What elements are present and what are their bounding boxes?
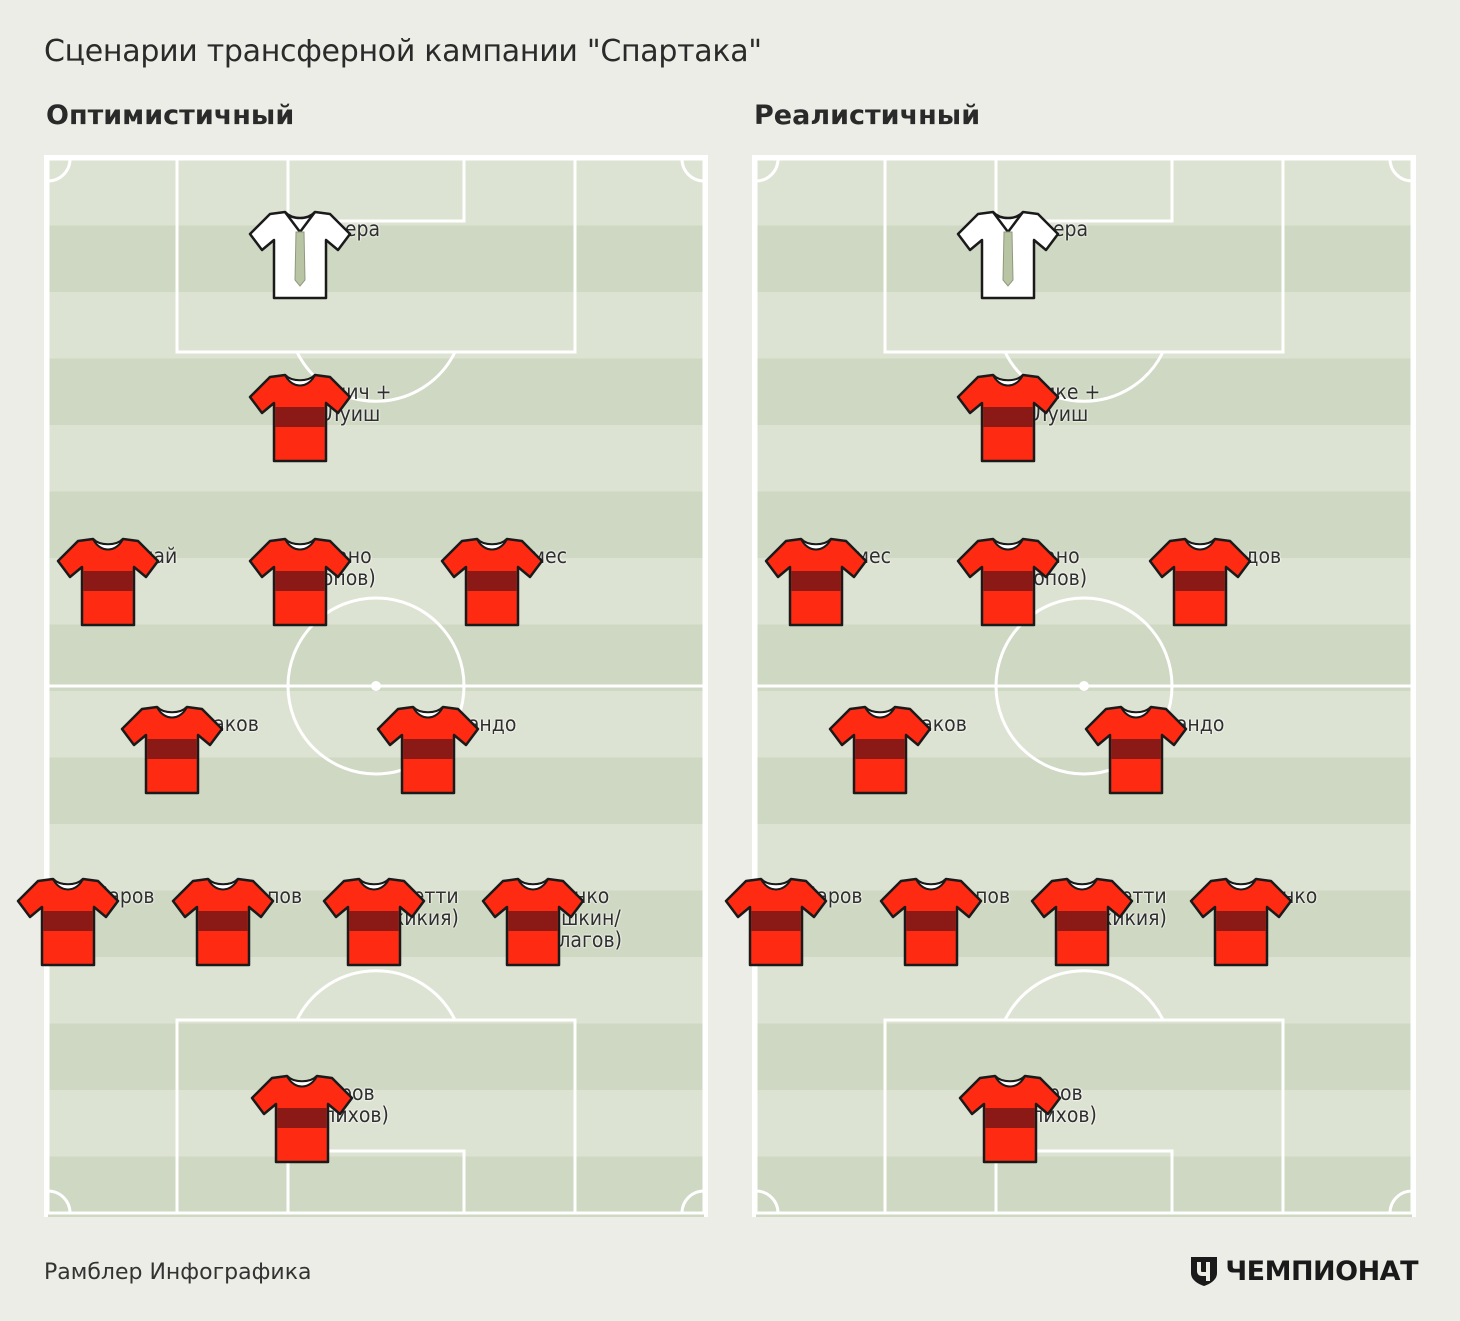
pitch-field-realistic bbox=[752, 155, 1416, 1217]
brand-name: ЧЕМПИОНАТ bbox=[1225, 1255, 1418, 1287]
shirt-icon bbox=[1189, 877, 1293, 967]
shirt-icon bbox=[322, 877, 426, 967]
player-defender-1: Комбаров bbox=[16, 877, 196, 967]
shirt-icon bbox=[724, 877, 828, 967]
player-attacking-mid-center: Джано (-Попов) bbox=[956, 537, 1136, 627]
player-attacking-mid-right: Промес bbox=[440, 537, 620, 627]
shirt-icon bbox=[1030, 877, 1134, 967]
shirt-icon bbox=[481, 877, 585, 967]
player-central-mid-right: Фернандо bbox=[376, 705, 556, 795]
page-title: Сценарии трансферной кампании "Спартака" bbox=[44, 34, 762, 69]
pitch-optimistic: Каррера Калинич + Зе Луиш Депай Джано (П… bbox=[16, 155, 708, 1217]
scenario-title-realistic: Реалистичный bbox=[754, 100, 981, 131]
shirt-icon bbox=[879, 877, 983, 967]
pitch-realistic: Каррера Эменике + Зе Луиш Промес Джано (… bbox=[724, 155, 1416, 1217]
player-defender-2: Кутепов bbox=[171, 877, 351, 967]
shirt-icon bbox=[376, 705, 480, 795]
shirt-icon bbox=[828, 705, 932, 795]
player-attacking-mid-right: Самедов bbox=[1148, 537, 1328, 627]
player-central-mid-right: Фернандо bbox=[1084, 705, 1264, 795]
player-defender-1: Комбаров bbox=[724, 877, 904, 967]
player-central-mid-left: Глушаков bbox=[828, 705, 1008, 795]
player-attacking-mid-left: Депай bbox=[56, 537, 236, 627]
player-defender-4: Ещенко (Шишкин/ Цаллагов) bbox=[481, 877, 661, 967]
shirt-icon bbox=[1084, 705, 1188, 795]
shirt-icon bbox=[248, 537, 352, 627]
keeper-shirt-icon bbox=[956, 210, 1060, 300]
shirt-icon bbox=[171, 877, 275, 967]
brand-logo: ЧЕМПИОНАТ bbox=[1189, 1255, 1418, 1287]
player-defender-2: Кутепов bbox=[879, 877, 1059, 967]
shirt-icon bbox=[764, 537, 868, 627]
shirt-icon bbox=[16, 877, 120, 967]
keeper-shirt-icon bbox=[248, 210, 352, 300]
player-defender-4: Ещенко bbox=[1189, 877, 1369, 967]
shirt-icon bbox=[250, 1074, 354, 1164]
player-attacking-mid-left: Промес bbox=[764, 537, 944, 627]
shirt-icon bbox=[248, 373, 352, 463]
player-goalkeeper: Каррера bbox=[248, 210, 428, 300]
player-goalkeeper: Каррера bbox=[956, 210, 1136, 300]
shirt-icon bbox=[956, 537, 1060, 627]
shirt-icon bbox=[56, 537, 160, 627]
player-attacking-mid-center: Джано (Попов) bbox=[248, 537, 428, 627]
pitch-field-optimistic bbox=[44, 155, 708, 1217]
player-defender-3: Боккетти (Джикия) bbox=[322, 877, 502, 967]
player-bottom-keeper: Ребров (Селихов) bbox=[958, 1074, 1138, 1164]
player-forward: Эменике + Зе Луиш bbox=[956, 373, 1136, 463]
shirt-icon bbox=[956, 373, 1060, 463]
player-central-mid-left: Глушаков bbox=[120, 705, 300, 795]
player-bottom-keeper: Ребров (Селихов) bbox=[250, 1074, 430, 1164]
player-forward: Калинич + Зе Луиш bbox=[248, 373, 428, 463]
shirt-icon bbox=[958, 1074, 1062, 1164]
shirt-icon bbox=[440, 537, 544, 627]
championat-shield-icon bbox=[1191, 1257, 1218, 1286]
shirt-icon bbox=[1148, 537, 1252, 627]
scenario-title-optimistic: Оптимистичный bbox=[46, 100, 295, 131]
footer-credit: Рамблер Инфографика bbox=[44, 1260, 312, 1285]
player-defender-3: Боккетти (Джикия) bbox=[1030, 877, 1210, 967]
shirt-icon bbox=[120, 705, 224, 795]
